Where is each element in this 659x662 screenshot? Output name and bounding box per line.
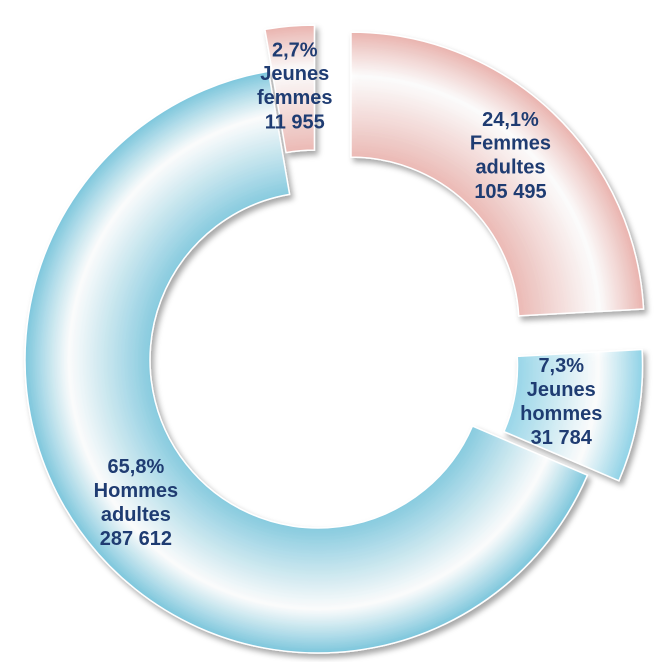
category-label: Hommes adultes: [94, 480, 178, 526]
category-label: Jeunes femmes: [257, 63, 333, 109]
count-label: 105 495: [474, 181, 546, 203]
wedge: [24, 70, 589, 654]
count-label: 287 612: [100, 528, 172, 550]
value-label: 65,8%: [108, 456, 165, 478]
value-label: 7,3%: [538, 355, 584, 377]
category-label: Femmes adultes: [470, 133, 551, 179]
value-label: 2,7%: [272, 39, 318, 61]
wedge: [264, 24, 316, 154]
wedges: [24, 24, 645, 654]
wedge: [502, 348, 644, 482]
count-label: 31 784: [531, 427, 593, 449]
wedge: [350, 31, 645, 317]
category-label: Jeunes hommes: [520, 379, 602, 425]
count-label: 11 955: [265, 111, 325, 133]
value-label: 24,1%: [482, 109, 539, 131]
